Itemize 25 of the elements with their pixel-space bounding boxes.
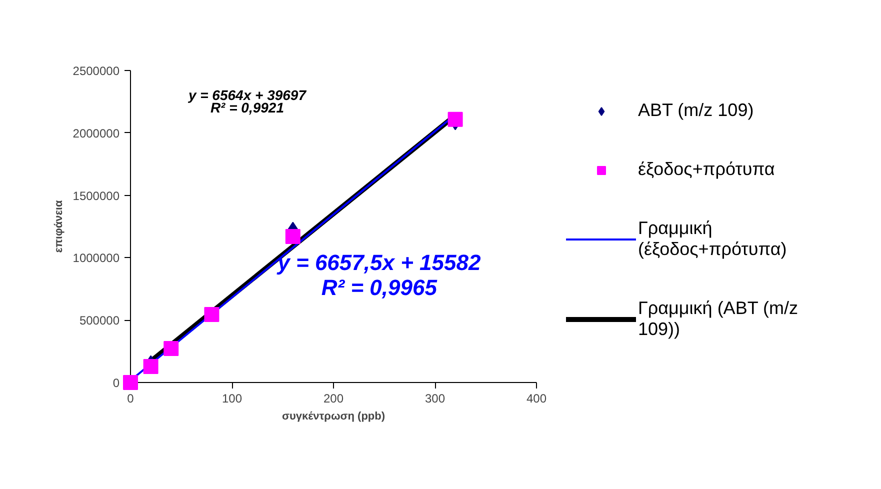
point [164, 341, 179, 356]
annotation: y = 6657,5x + 15582 R² = 0,9965 [276, 250, 482, 300]
x-tick-label: 0 [127, 392, 134, 406]
x-tick-label: 100 [222, 392, 242, 406]
point [143, 359, 158, 374]
y-tick-label: 0 [112, 376, 120, 390]
point [448, 112, 463, 127]
x-tick-label: 400 [526, 392, 547, 406]
legend-label: Γραμμική (ABT (m/z 109)) [638, 298, 798, 340]
point [204, 306, 220, 322]
point [123, 375, 138, 390]
y-axis-title: επιφάνεια [52, 200, 65, 253]
legend-label: ABT (m/z 109) [638, 100, 754, 121]
y-tick-label: 1500000 [72, 188, 120, 203]
x-tick-label: 300 [424, 392, 446, 406]
annotation: y = 6564x + 39697 R² = 0,9921 [187, 86, 308, 116]
y-tick-label: 2500000 [72, 64, 120, 78]
x-axis-title: συγκέντρωση (ppb) [282, 410, 386, 422]
y-tick-label: 2000000 [72, 126, 120, 140]
x-tick-label: 200 [323, 392, 344, 406]
legend-label: έξοδος+πρότυπα [638, 159, 775, 180]
legend-label: Γραμμική (έξοδος+πρότυπα) [638, 218, 787, 260]
y-tick-label: 1000000 [72, 251, 120, 266]
y-tick-label: 500000 [79, 314, 120, 328]
point [285, 228, 300, 244]
